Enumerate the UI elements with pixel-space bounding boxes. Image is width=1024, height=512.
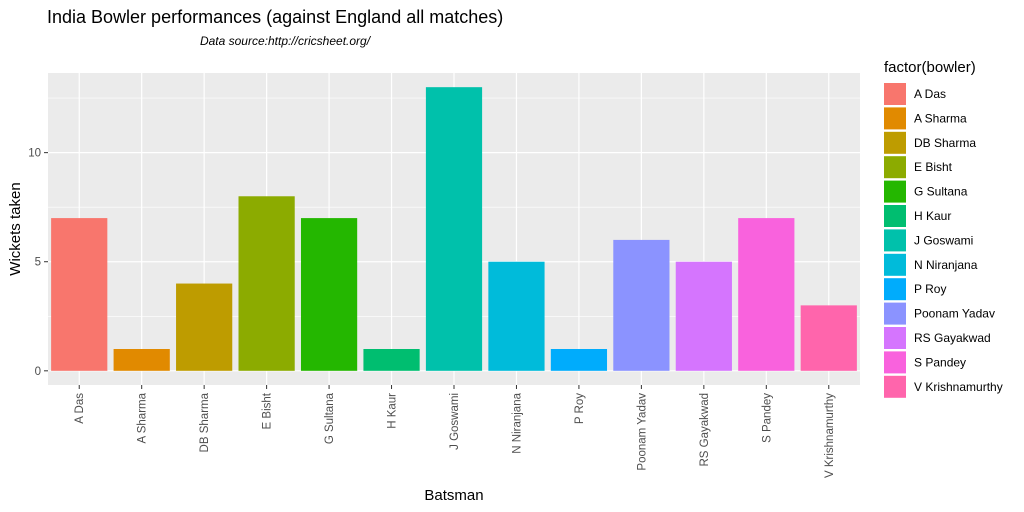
legend-label: DB Sharma (914, 136, 976, 150)
legend-label: P Roy (914, 282, 946, 296)
legend-label: J Goswami (914, 233, 973, 247)
bar-poonam-yadav (613, 239, 670, 371)
bar-e-bisht (238, 196, 295, 371)
legend-key (884, 278, 906, 301)
legend-label: N Niranjana (914, 258, 978, 272)
legend-key (884, 180, 906, 203)
legend-key (884, 156, 906, 179)
legend-label: V Krishnamurthy (914, 380, 1003, 394)
x-tick-label: Poonam Yadav (636, 393, 648, 471)
x-tick-label: A Das (74, 393, 86, 424)
y-tick-label: 5 (35, 257, 41, 269)
legend-label: Poonam Yadav (914, 307, 995, 321)
y-tick-label: 10 (28, 148, 41, 160)
bar-rs-gayakwad (675, 261, 732, 371)
bar-p-roy (550, 349, 608, 371)
legend-key (884, 327, 906, 349)
x-tick-label: RS Gayakwad (699, 393, 711, 467)
legend-key (884, 83, 906, 105)
legend-key (884, 131, 906, 154)
legend-items: A Das A Sharma DB Sharma E Bisht G Sultana H … (884, 83, 1003, 398)
legend: factor(bowler) A Das A Sharma DB Sharma E B… (884, 59, 1003, 398)
y-axis: 0 5 10 (28, 148, 48, 378)
legend-key (884, 351, 906, 374)
legend-label: A Das (914, 87, 946, 101)
x-tick-label: N Niranjana (511, 392, 523, 453)
x-tick-label: E Bisht (262, 392, 274, 429)
x-axis: A Das A Sharma DB Sharma E Bisht G Sultana H … (74, 385, 836, 478)
bar-s-pandey (738, 218, 795, 371)
bars (51, 87, 857, 371)
x-tick-label: J Goswami (449, 393, 461, 450)
legend-label: E Bisht (914, 160, 953, 174)
legend-key (884, 375, 906, 398)
legend-label: A Sharma (914, 111, 967, 125)
bar-db-sharma (176, 283, 233, 371)
legend-label: G Sultana (914, 185, 968, 199)
chart-subtitle: Data source:http://cricsheet.org/ (200, 34, 372, 48)
bar-v-krishnamurthy (800, 305, 857, 371)
legend-key (884, 302, 906, 325)
x-tick-label: A Sharma (137, 392, 149, 443)
legend-label: S Pandey (914, 355, 966, 369)
bar-a-das (51, 218, 108, 371)
bar-n-niranjana (488, 261, 545, 371)
x-tick-label: G Sultana (324, 392, 336, 444)
legend-label: H Kaur (914, 209, 951, 223)
legend-key (884, 107, 906, 130)
y-tick-label: 0 (35, 366, 41, 378)
x-tick-label: DB Sharma (199, 392, 211, 452)
x-tick-label: S Pandey (761, 393, 773, 443)
bar-g-sultana (300, 218, 358, 371)
bar-a-sharma (113, 349, 170, 371)
x-tick-label: V Krishnamurthy (824, 393, 836, 478)
x-axis-title: Batsman (424, 487, 483, 504)
x-tick-label: H Kaur (387, 393, 399, 429)
legend-key (884, 253, 906, 276)
bar-j-goswami (425, 87, 483, 371)
legend-title: factor(bowler) (884, 59, 976, 76)
legend-label: RS Gayakwad (914, 331, 991, 345)
chart-title: India Bowler performances (against Engla… (47, 7, 503, 27)
y-axis-title: Wickets taken (7, 182, 24, 275)
legend-key (884, 229, 906, 252)
bar-h-kaur (363, 349, 420, 371)
x-tick-label: P Roy (574, 393, 586, 424)
legend-key (884, 205, 906, 227)
